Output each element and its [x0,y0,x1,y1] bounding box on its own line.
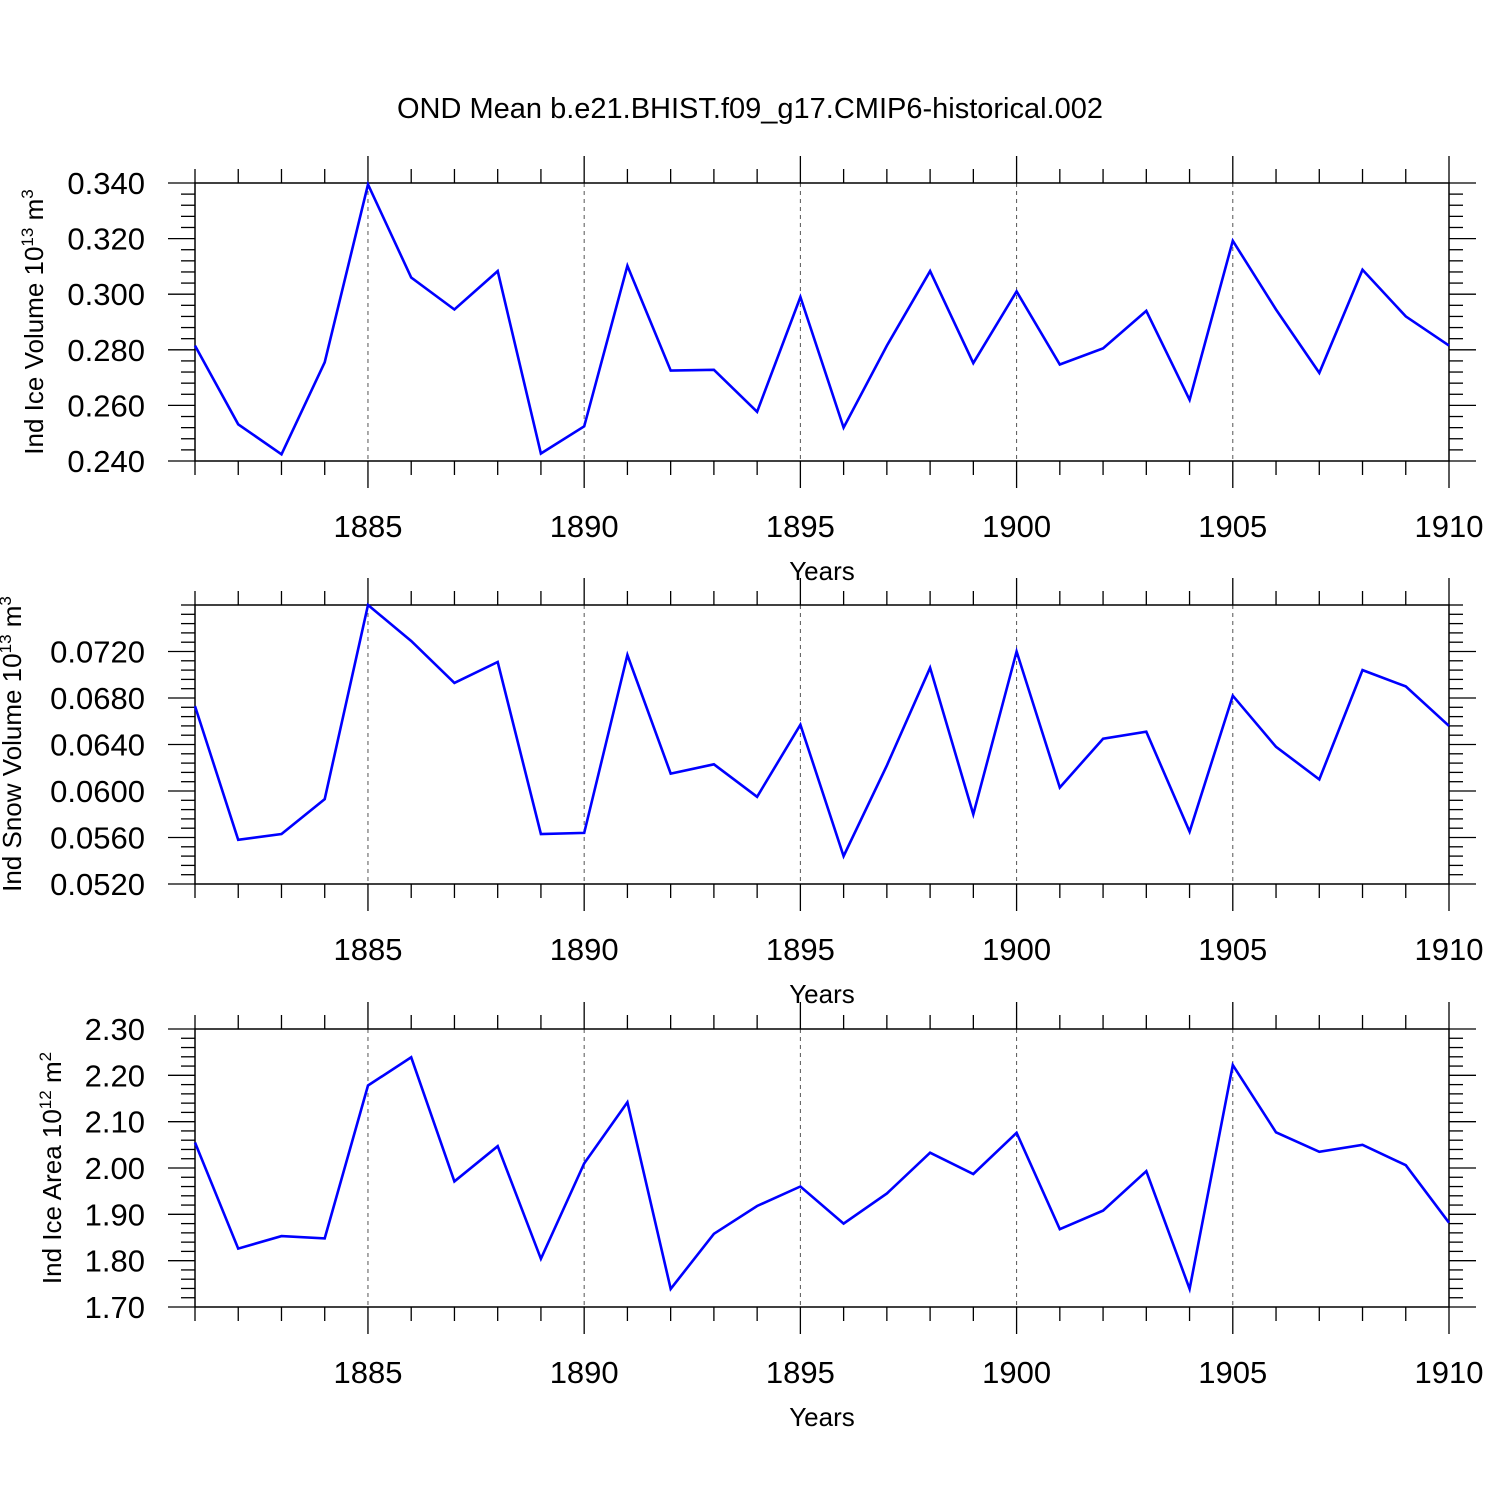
x-tick-label-1900: 1900 [982,932,1051,967]
series-line-0 [193,602,1450,860]
x-tick-label-1895: 1895 [766,509,835,544]
x-tick-label-1890: 1890 [550,509,619,544]
x-tick-label-1890: 1890 [550,932,619,967]
ice-volume-panel: 0.240 0.260 0.280 0.300 0.320 0.340 1885 1890 18… [18,156,1483,586]
y-tick-label-0-260: 0.260 [67,388,145,423]
x-tick-label-1885: 1885 [333,509,402,544]
x-axis-label: Years [789,979,855,1009]
x-tick-label-1905: 1905 [1198,509,1267,544]
y-tick-label-1-70: 1.70 [85,1290,145,1325]
x-axis-label: Years [789,1402,855,1432]
x-tick-label-1890: 1890 [550,1355,619,1390]
ice-area-panel: 1.70 1.80 1.90 2.00 2.10 2.20 2.30 1885 1890 1895… [36,1002,1483,1432]
x-tick-label-1910: 1910 [1415,932,1484,967]
x-tick-label-1885: 1885 [333,932,402,967]
y-tick-label-0-0560: 0.0560 [50,821,145,856]
plot-frame [194,604,1450,885]
y-tick-label-0-340: 0.340 [67,166,145,201]
x-tick-label-1900: 1900 [982,509,1051,544]
figure-title: OND Mean b.e21.BHIST.f09_g17.CMIP6-histo… [397,93,1103,125]
y-tick-label-0-0720: 0.0720 [50,635,145,670]
y-axis-label: Ind Ice Volume 1013 m3 [18,189,49,454]
y-tick-label-1-80: 1.80 [85,1244,145,1279]
y-tick-label-1-90: 1.90 [85,1197,145,1232]
x-axis-label: Years [789,556,855,586]
y-tick-label-0-0680: 0.0680 [50,681,145,716]
plot-frame [194,1028,1450,1308]
y-tick-label-2-30: 2.30 [85,1012,145,1047]
y-tick-label-0-0640: 0.0640 [50,728,145,763]
x-tick-label-1905: 1905 [1198,932,1267,967]
y-tick-label-0-0600: 0.0600 [50,774,145,809]
y-axis-label: Ind Snow Volume 1013 m3 [0,596,27,892]
y-tick-label-0-240: 0.240 [67,444,145,479]
x-tick-label-1900: 1900 [982,1355,1051,1390]
x-tick-label-1910: 1910 [1415,509,1484,544]
series-line-0 [193,180,1450,457]
x-tick-label-1885: 1885 [333,1355,402,1390]
plot-frame [194,182,1450,462]
y-tick-label-2-10: 2.10 [85,1105,145,1140]
x-tick-label-1910: 1910 [1415,1355,1484,1390]
snow-volume-panel: 0.0520 0.0560 0.0600 0.0640 0.0680 0.0720 1885… [0,578,1483,1009]
y-tick-label-2-20: 2.20 [85,1058,145,1093]
x-tick-label-1895: 1895 [766,1355,835,1390]
y-tick-label-2-00: 2.00 [85,1151,145,1186]
x-tick-label-1905: 1905 [1198,1355,1267,1390]
y-tick-label-0-300: 0.300 [67,277,145,312]
y-tick-label-0-280: 0.280 [67,333,145,368]
y-axis-label: Ind Ice Area 1012 m2 [36,1052,67,1284]
series-line-0 [193,1055,1451,1294]
y-tick-label-0-0520: 0.0520 [50,867,145,902]
y-tick-label-0-320: 0.320 [67,222,145,257]
x-tick-label-1895: 1895 [766,932,835,967]
